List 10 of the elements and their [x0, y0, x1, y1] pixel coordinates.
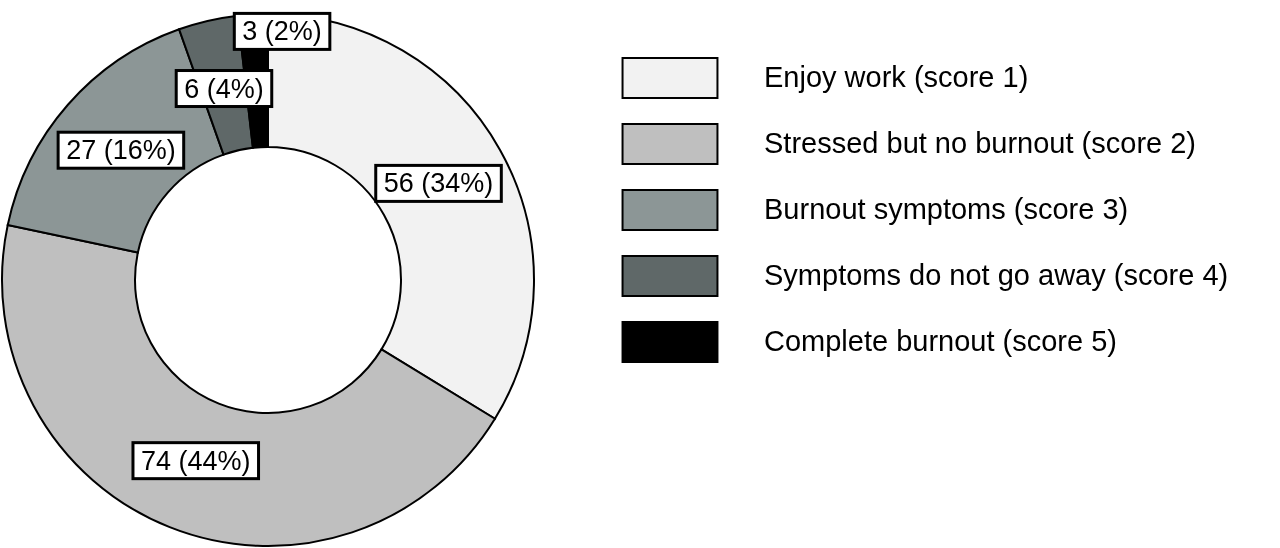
data-label: 74 (44%)	[140, 445, 251, 476]
legend-label: Symptoms do not go away (score 4)	[764, 259, 1229, 291]
legend-label: Enjoy work (score 1)	[764, 61, 1029, 93]
legend-label: Complete burnout (score 5)	[764, 325, 1117, 357]
data-label: 56 (34%)	[383, 168, 494, 199]
data-label: 6 (4%)	[184, 73, 264, 104]
data-label: 27 (16%)	[66, 135, 176, 166]
legend-label: Burnout symptoms (score 3)	[764, 193, 1129, 225]
legend-label: Stressed but no burnout (score 2)	[764, 127, 1197, 159]
data-label: 3 (2%)	[242, 16, 322, 47]
